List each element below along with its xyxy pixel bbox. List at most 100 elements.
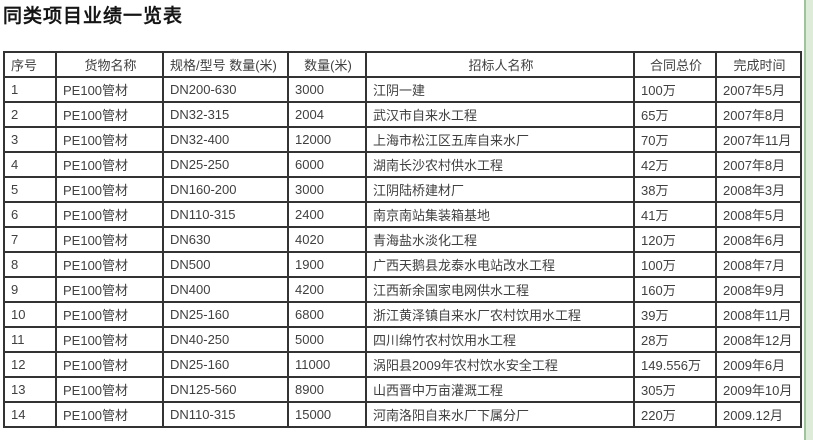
table-cell: 2004 xyxy=(287,101,367,128)
table-cell: 4 xyxy=(3,151,57,178)
table-cell: 12000 xyxy=(287,126,367,153)
table-cell: PE100管材 xyxy=(55,326,164,353)
header-row: 序号 货物名称 规格/型号 数量(米) 数量(米) 招标人名称 合同总价 完成时间 xyxy=(3,51,802,78)
column-header: 货物名称 xyxy=(55,51,164,78)
table-cell: PE100管材 xyxy=(55,401,164,428)
table-cell: 6800 xyxy=(287,301,367,328)
table-cell: 青海盐水淡化工程 xyxy=(365,226,635,253)
table-cell: 山西晋中万亩灌溉工程 xyxy=(365,376,635,403)
table-cell: PE100管材 xyxy=(55,376,164,403)
table-cell: PE100管材 xyxy=(55,151,164,178)
table-cell: 39万 xyxy=(633,301,717,328)
table-cell: 6 xyxy=(3,201,57,228)
results-table-body: 1 PE100管材 DN200-630 3000 江阴一建 100万 2007年5月 2 PE1… xyxy=(3,76,802,428)
table-cell: 江阴一建 xyxy=(365,76,635,103)
column-header: 完成时间 xyxy=(715,51,802,78)
table-cell: 160万 xyxy=(633,276,717,303)
table-cell: 3000 xyxy=(287,76,367,103)
table-cell: DN32-400 xyxy=(162,126,289,153)
column-header: 合同总价 xyxy=(633,51,717,78)
table-cell: 南京南站集装箱基地 xyxy=(365,201,635,228)
table-cell: 2007年11月 xyxy=(715,126,802,153)
table-cell: 2009.12月 xyxy=(715,401,802,428)
table-row: 10 PE100管材 DN25-160 6800 浙江黄泽镇自来水厂农村饮用水工程 39万… xyxy=(3,301,802,328)
table-cell: 江阴陆桥建材厂 xyxy=(365,176,635,203)
table-cell: 38万 xyxy=(633,176,717,203)
table-cell: 3 xyxy=(3,126,57,153)
table-cell: 1900 xyxy=(287,251,367,278)
table-cell: 100万 xyxy=(633,76,717,103)
table-cell: 149.556万 xyxy=(633,351,717,378)
table-cell: 13 xyxy=(3,376,57,403)
column-header: 序号 xyxy=(3,51,57,78)
table-cell: DN25-160 xyxy=(162,301,289,328)
table-cell: 4200 xyxy=(287,276,367,303)
table-cell: 12 xyxy=(3,351,57,378)
table-cell: PE100管材 xyxy=(55,251,164,278)
table-cell: 广西天鹅县龙泰水电站改水工程 xyxy=(365,251,635,278)
table-cell: 4020 xyxy=(287,226,367,253)
project-performance-table: 序号 货物名称 规格/型号 数量(米) 数量(米) 招标人名称 合同总价 完成时间 1 PE1… xyxy=(3,51,802,428)
table-cell: 上海市松江区五库自来水厂 xyxy=(365,126,635,153)
table-cell: PE100管材 xyxy=(55,101,164,128)
table-cell: 2400 xyxy=(287,201,367,228)
table-cell: 41万 xyxy=(633,201,717,228)
table-row: 6 PE100管材 DN110-315 2400 南京南站集装箱基地 41万 2008年5月 xyxy=(3,201,802,228)
table-cell: 2 xyxy=(3,101,57,128)
table-cell: PE100管材 xyxy=(55,201,164,228)
table-cell: 7 xyxy=(3,226,57,253)
table-row: 9 PE100管材 DN400 4200 江西新余国家电网供水工程 160万 2008年9月 xyxy=(3,276,802,303)
table-cell: 四川绵竹农村饮用水工程 xyxy=(365,326,635,353)
table-cell: DN32-315 xyxy=(162,101,289,128)
table-cell: DN110-315 xyxy=(162,401,289,428)
table-cell: 70万 xyxy=(633,126,717,153)
table-cell: PE100管材 xyxy=(55,351,164,378)
table-cell: 8 xyxy=(3,251,57,278)
table-cell: 6000 xyxy=(287,151,367,178)
table-cell: 14 xyxy=(3,401,57,428)
table-row: 8 PE100管材 DN500 1900 广西天鹅县龙泰水电站改水工程 100万 2008年… xyxy=(3,251,802,278)
table-cell: 11 xyxy=(3,326,57,353)
table-cell: 220万 xyxy=(633,401,717,428)
table-cell: 2007年5月 xyxy=(715,76,802,103)
table-cell: 10 xyxy=(3,301,57,328)
table-cell: 305万 xyxy=(633,376,717,403)
table-cell: DN40-250 xyxy=(162,326,289,353)
table-row: 2 PE100管材 DN32-315 2004 武汉市自来水工程 65万 2007年8月 xyxy=(3,101,802,128)
table-cell: 2008年3月 xyxy=(715,176,802,203)
table-row: 3 PE100管材 DN32-400 12000 上海市松江区五库自来水厂 70万 2007… xyxy=(3,126,802,153)
table-cell: 15000 xyxy=(287,401,367,428)
table-cell: 2008年5月 xyxy=(715,201,802,228)
table-cell: 2008年9月 xyxy=(715,276,802,303)
table-row: 5 PE100管材 DN160-200 3000 江阴陆桥建材厂 38万 2008年3月 xyxy=(3,176,802,203)
table-cell: 5000 xyxy=(287,326,367,353)
table-cell: PE100管材 xyxy=(55,301,164,328)
table-cell: 武汉市自来水工程 xyxy=(365,101,635,128)
table-cell: 28万 xyxy=(633,326,717,353)
table-cell: 2007年8月 xyxy=(715,151,802,178)
table-cell: DN630 xyxy=(162,226,289,253)
table-cell: PE100管材 xyxy=(55,176,164,203)
table-row: 1 PE100管材 DN200-630 3000 江阴一建 100万 2007年5月 xyxy=(3,76,802,103)
column-header: 招标人名称 xyxy=(365,51,635,78)
table-row: 11 PE100管材 DN40-250 5000 四川绵竹农村饮用水工程 28万 2008年… xyxy=(3,326,802,353)
table-cell: 120万 xyxy=(633,226,717,253)
table-row: 13 PE100管材 DN125-560 8900 山西晋中万亩灌溉工程 305万 2009… xyxy=(3,376,802,403)
page-edge-strip xyxy=(804,0,813,440)
table-cell: 2009年10月 xyxy=(715,376,802,403)
table-cell: 11000 xyxy=(287,351,367,378)
table-cell: DN160-200 xyxy=(162,176,289,203)
column-header: 数量(米) xyxy=(287,51,367,78)
table-cell: 湖南长沙农村供水工程 xyxy=(365,151,635,178)
table-row: 7 PE100管材 DN630 4020 青海盐水淡化工程 120万 2008年6月 xyxy=(3,226,802,253)
table-cell: 65万 xyxy=(633,101,717,128)
table-cell: 2009年6月 xyxy=(715,351,802,378)
table-cell: 9 xyxy=(3,276,57,303)
table-cell: 8900 xyxy=(287,376,367,403)
table-cell: 100万 xyxy=(633,251,717,278)
column-header: 规格/型号 数量(米) xyxy=(162,51,289,78)
table-cell: 1 xyxy=(3,76,57,103)
table-row: 14 PE100管材 DN110-315 15000 河南洛阳自来水厂下属分厂 220万 2… xyxy=(3,401,802,428)
table-cell: PE100管材 xyxy=(55,226,164,253)
table-cell: DN25-160 xyxy=(162,351,289,378)
